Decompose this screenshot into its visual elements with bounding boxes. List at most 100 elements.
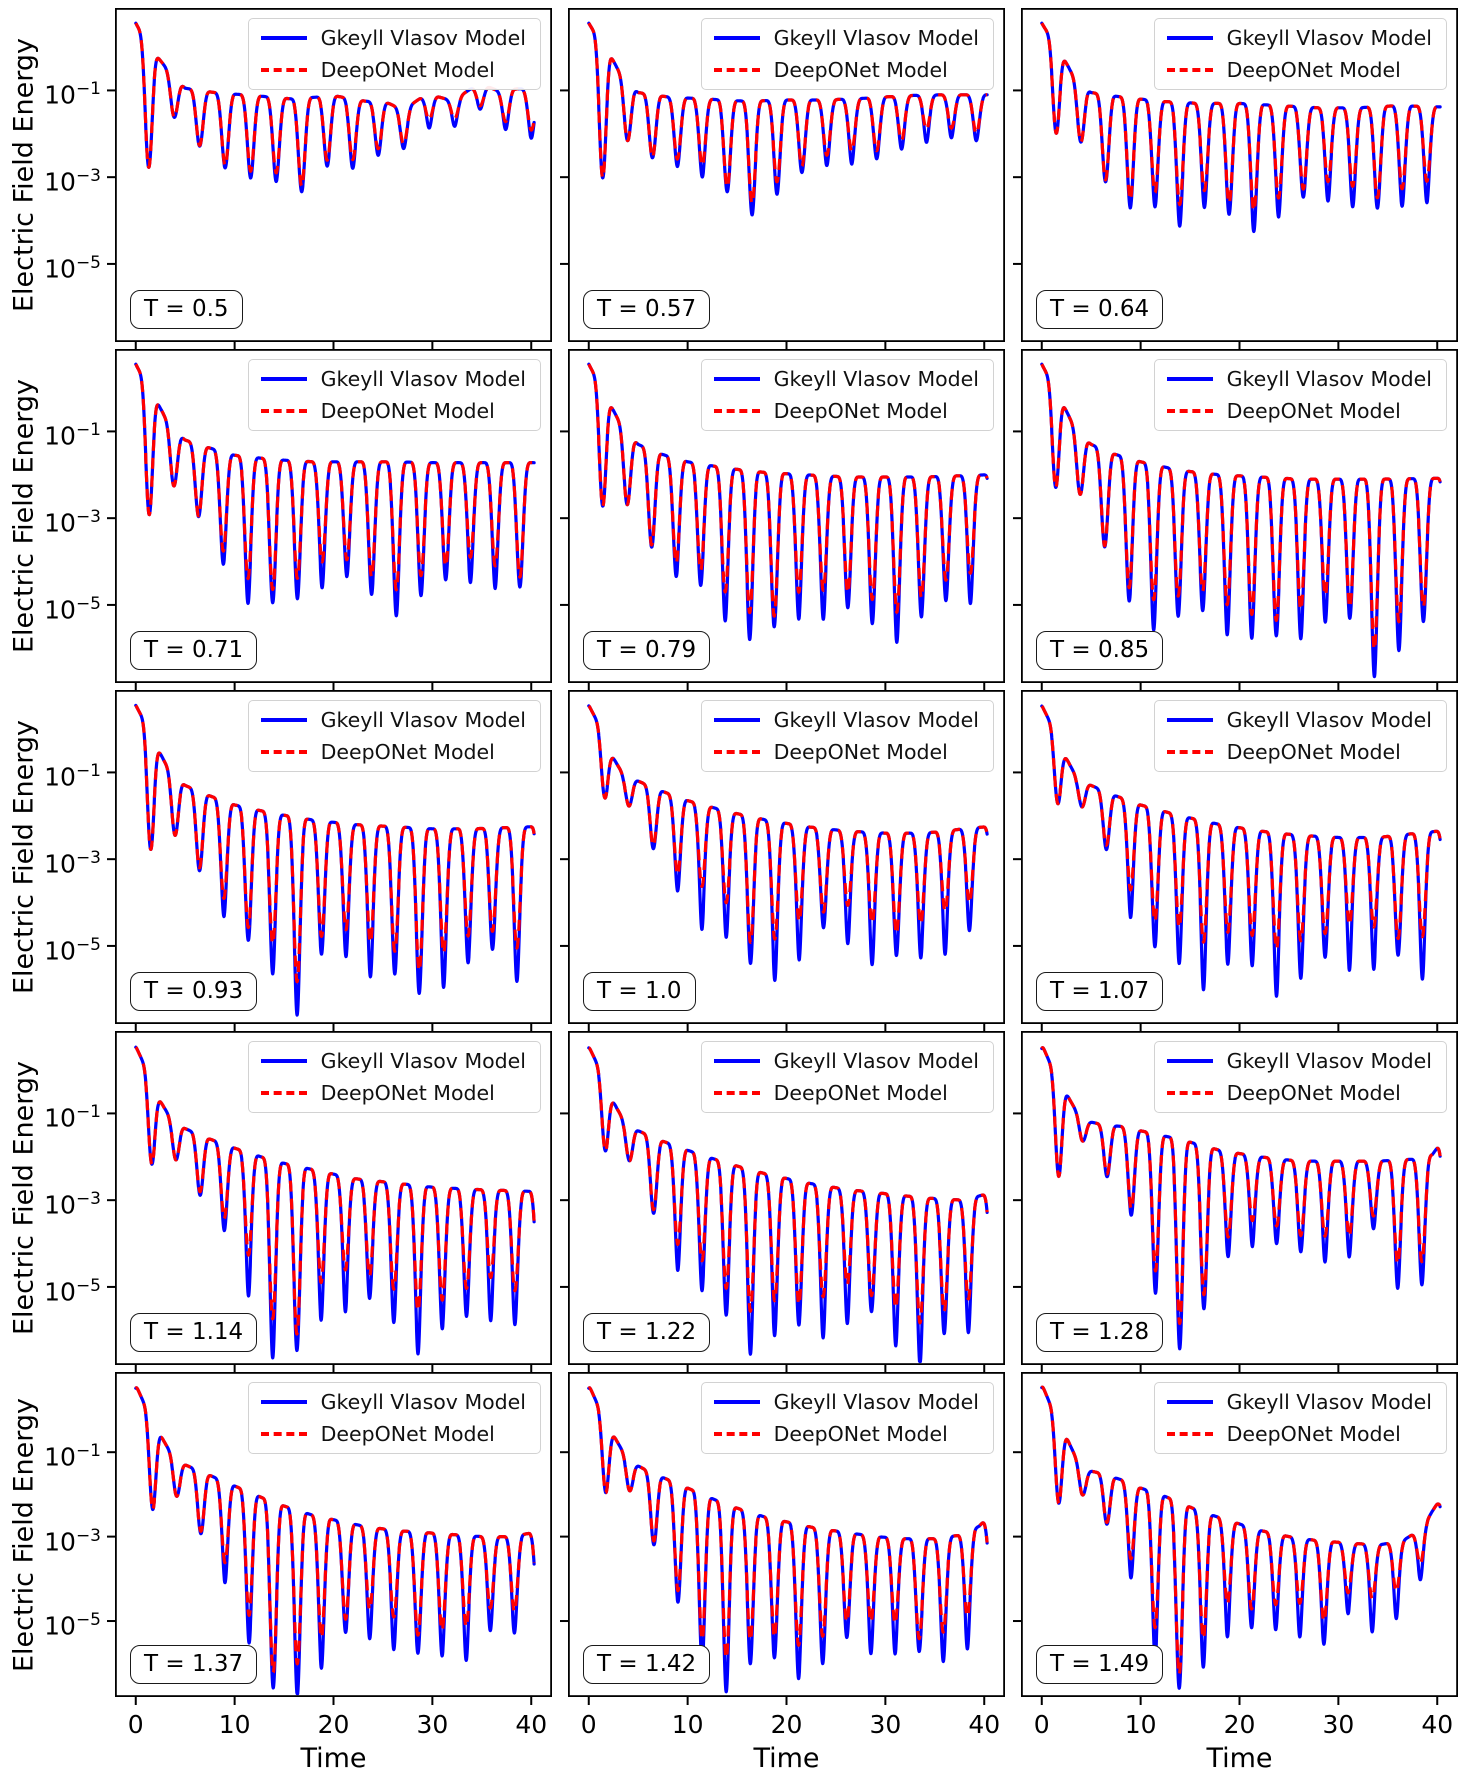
- legend-label: DeepONet Model: [320, 740, 495, 764]
- legend-label: Gkeyll Vlasov Model: [1226, 1049, 1432, 1073]
- legend-label: DeepONet Model: [773, 1081, 948, 1105]
- deeponet-curve: [587, 704, 989, 944]
- legend-entry: Gkeyll Vlasov Model: [713, 367, 979, 391]
- legend-entry: Gkeyll Vlasov Model: [260, 708, 526, 732]
- deeponet-curve: [587, 1046, 989, 1325]
- x-tick-label: 20: [1223, 1710, 1256, 1739]
- x-tick-label: 20: [317, 1710, 350, 1739]
- y-tick-exponent: −3: [75, 1189, 101, 1210]
- dashed-line-swatch-icon: [1166, 68, 1213, 72]
- legend-entry: Gkeyll Vlasov Model: [260, 367, 526, 391]
- gkeyll-vlasov-curve: [587, 362, 989, 644]
- y-tick-base: 10: [44, 595, 76, 625]
- y-tick-base: 10: [44, 80, 76, 110]
- x-tick-label: 30: [1322, 1710, 1355, 1739]
- y-tick-label: 10−1: [29, 756, 101, 792]
- solid-line-swatch-icon: [260, 718, 307, 722]
- subplot-t1.42: [560, 1372, 1006, 1705]
- solid-line-swatch-icon: [1166, 36, 1213, 40]
- legend-label: DeepONet Model: [1226, 1081, 1401, 1105]
- temperature-label: T = 0.57: [583, 290, 711, 329]
- x-tick-label: 0: [580, 1710, 597, 1739]
- y-tick-exponent: −5: [75, 1275, 101, 1296]
- temperature-label: T = 1.14: [130, 1313, 258, 1352]
- subplot-t0.64: [1013, 8, 1459, 350]
- x-tick-label: 30: [869, 1710, 902, 1739]
- y-tick-base: 10: [44, 936, 76, 966]
- dashed-line-swatch-icon: [260, 409, 307, 413]
- legend-entry: DeepONet Model: [1166, 399, 1432, 423]
- dashed-line-swatch-icon: [713, 68, 760, 72]
- dashed-line-swatch-icon: [1166, 750, 1213, 754]
- gkeyll-vlasov-curve: [134, 1045, 536, 1360]
- y-tick-base: 10: [44, 1526, 76, 1556]
- legend-label: DeepONet Model: [320, 399, 495, 423]
- legend: Gkeyll Vlasov Model DeepONet Model: [700, 359, 994, 431]
- y-tick-label: 10−5: [29, 1271, 101, 1307]
- legend-entry: DeepONet Model: [1166, 1081, 1432, 1105]
- temperature-label: T = 0.64: [1036, 290, 1164, 329]
- y-tick-exponent: −5: [75, 1610, 101, 1631]
- solid-line-swatch-icon: [713, 1400, 760, 1404]
- temperature-label: T = 1.22: [583, 1313, 711, 1352]
- legend-label: DeepONet Model: [773, 1422, 948, 1446]
- axes-spines: [1020, 1372, 1459, 1698]
- temperature-label: T = 1.0: [583, 972, 696, 1011]
- y-tick-label: 10−5: [29, 589, 101, 625]
- legend-entry: Gkeyll Vlasov Model: [1166, 1049, 1432, 1073]
- deeponet-curve: [1040, 363, 1442, 652]
- y-tick-exponent: −5: [75, 934, 101, 955]
- temperature-label: T = 1.07: [1036, 972, 1164, 1011]
- axes-spines: [1020, 690, 1459, 1025]
- dashed-line-swatch-icon: [260, 1432, 307, 1436]
- subplot-t0.85: [1013, 349, 1459, 691]
- legend-label: Gkeyll Vlasov Model: [1226, 708, 1432, 732]
- x-tick-label: 10: [1124, 1710, 1157, 1739]
- axes-spines: [567, 349, 1006, 684]
- solid-line-swatch-icon: [260, 36, 307, 40]
- legend: Gkeyll Vlasov Model DeepONet Model: [247, 359, 541, 431]
- axes-spines: [114, 349, 553, 684]
- y-tick-label: 10−3: [29, 502, 101, 538]
- temperature-label: T = 0.71: [130, 631, 258, 670]
- legend-entry: DeepONet Model: [1166, 740, 1432, 764]
- axes-spines: [114, 1372, 553, 1698]
- subplot-t1.07: [1013, 690, 1459, 1032]
- subplot-t0.71: [107, 349, 553, 691]
- legend-entry: Gkeyll Vlasov Model: [1166, 26, 1432, 50]
- axes-spines: [114, 1031, 553, 1366]
- legend-entry: DeepONet Model: [1166, 1422, 1432, 1446]
- x-tick-label: 0: [1033, 1710, 1050, 1739]
- y-tick-exponent: −1: [75, 1102, 101, 1123]
- y-tick-exponent: −3: [75, 848, 101, 869]
- y-tick-label: 10−1: [29, 415, 101, 451]
- solid-line-swatch-icon: [713, 1059, 760, 1063]
- legend-entry: DeepONet Model: [260, 1081, 526, 1105]
- legend: Gkeyll Vlasov Model DeepONet Model: [700, 700, 994, 772]
- x-tick-label: 10: [218, 1710, 251, 1739]
- x-tick-label: 30: [416, 1710, 449, 1739]
- y-tick-exponent: −3: [75, 507, 101, 528]
- legend-entry: DeepONet Model: [260, 740, 526, 764]
- legend-entry: Gkeyll Vlasov Model: [260, 26, 526, 50]
- axes-spines: [567, 8, 1006, 343]
- legend-entry: Gkeyll Vlasov Model: [1166, 1390, 1432, 1414]
- legend: Gkeyll Vlasov Model DeepONet Model: [1153, 700, 1447, 772]
- axes-spines: [567, 690, 1006, 1025]
- x-tick-label: 40: [515, 1710, 548, 1739]
- dashed-line-swatch-icon: [1166, 409, 1213, 413]
- dashed-line-swatch-icon: [1166, 1432, 1213, 1436]
- y-tick-label: 10−5: [29, 1605, 101, 1641]
- subplot-t0.57: [560, 8, 1006, 350]
- axes-spines: [114, 8, 553, 343]
- x-tick-label: 40: [1421, 1710, 1454, 1739]
- y-tick-label: 10−5: [29, 930, 101, 966]
- legend: Gkeyll Vlasov Model DeepONet Model: [247, 1041, 541, 1113]
- legend: Gkeyll Vlasov Model DeepONet Model: [700, 18, 994, 90]
- temperature-label: T = 1.37: [130, 1645, 258, 1684]
- legend: Gkeyll Vlasov Model DeepONet Model: [1153, 359, 1447, 431]
- temperature-label: T = 1.49: [1036, 1645, 1164, 1684]
- y-tick-label: 10−3: [29, 161, 101, 197]
- legend-entry: DeepONet Model: [713, 1081, 979, 1105]
- legend-label: Gkeyll Vlasov Model: [773, 1390, 979, 1414]
